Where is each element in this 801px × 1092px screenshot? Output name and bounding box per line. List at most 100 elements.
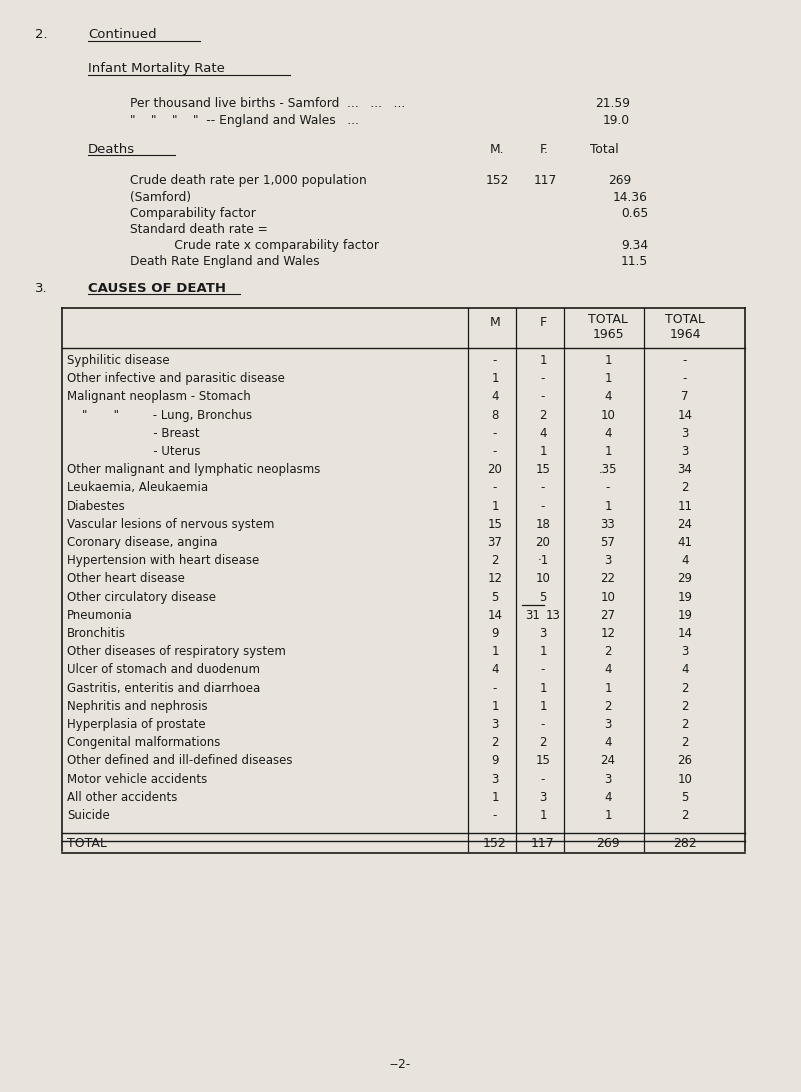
Text: -: - [493,681,497,695]
Text: 3.: 3. [35,282,47,295]
Text: 2: 2 [681,809,689,822]
Text: 5: 5 [682,791,689,804]
Text: 2: 2 [681,482,689,495]
Text: 37: 37 [488,536,502,549]
Text: 1: 1 [491,791,499,804]
Text: -: - [541,664,545,676]
Text: 18: 18 [536,518,550,531]
Text: 19.0: 19.0 [603,114,630,127]
Text: Ulcer of stomach and duodenum: Ulcer of stomach and duodenum [67,664,260,676]
Text: -: - [493,482,497,495]
Text: 20: 20 [488,463,502,476]
Text: 282: 282 [673,838,697,851]
Text: Other diseases of respiratory system: Other diseases of respiratory system [67,645,286,658]
Text: 1: 1 [604,354,612,367]
Text: Continued: Continued [88,28,157,41]
Text: "    "    "    "  -- England and Wales   ...: " " " " -- England and Wales ... [130,114,359,127]
Text: 33: 33 [601,518,615,531]
Text: 19: 19 [678,609,693,621]
Text: 13: 13 [546,609,561,621]
Text: 14: 14 [678,408,693,422]
Text: 29: 29 [678,572,693,585]
Text: 3: 3 [491,719,499,731]
Text: 20: 20 [536,536,550,549]
Text: 2.: 2. [35,28,47,41]
Text: 3: 3 [539,627,547,640]
Text: 2: 2 [539,408,547,422]
Text: 12: 12 [601,627,615,640]
Text: Motor vehicle accidents: Motor vehicle accidents [67,773,207,785]
Text: Other defined and ill-defined diseases: Other defined and ill-defined diseases [67,755,292,768]
Text: 1: 1 [491,700,499,713]
Text: -: - [541,372,545,385]
Text: Infant Mortality Rate: Infant Mortality Rate [88,62,225,75]
Text: -: - [493,446,497,458]
Text: TOTAL: TOTAL [67,838,107,851]
Text: 24: 24 [678,518,693,531]
Text: TOTAL: TOTAL [588,313,628,327]
Text: 57: 57 [601,536,615,549]
Text: 4: 4 [681,555,689,567]
Text: Syphilitic disease: Syphilitic disease [67,354,170,367]
Text: Death Rate England and Wales: Death Rate England and Wales [130,256,320,268]
Text: 24: 24 [601,755,615,768]
Text: Bronchitis: Bronchitis [67,627,126,640]
Text: 4: 4 [491,664,499,676]
Text: 14.36: 14.36 [613,191,648,204]
Text: 1: 1 [539,645,547,658]
Text: 3: 3 [682,446,689,458]
Text: 1: 1 [604,446,612,458]
Text: 19: 19 [678,591,693,604]
Text: 11: 11 [678,500,693,512]
Text: 3: 3 [491,773,499,785]
Text: 4: 4 [604,736,612,749]
Text: M: M [489,316,501,329]
Text: Other circulatory disease: Other circulatory disease [67,591,216,604]
Text: Congenital malformations: Congenital malformations [67,736,220,749]
Text: Coronary disease, angina: Coronary disease, angina [67,536,218,549]
Text: -: - [541,391,545,403]
Text: 10: 10 [601,591,615,604]
Text: 1: 1 [604,372,612,385]
Text: Hyperplasia of prostate: Hyperplasia of prostate [67,719,206,731]
Text: 41: 41 [678,536,693,549]
Text: CAUSES OF DEATH: CAUSES OF DEATH [88,282,226,295]
Text: M.: M. [490,143,505,156]
Text: -: - [541,482,545,495]
Text: F.: F. [540,143,549,156]
Text: 4: 4 [681,664,689,676]
Text: Crude death rate per 1,000 population: Crude death rate per 1,000 population [130,174,367,187]
Text: -: - [541,719,545,731]
Text: All other accidents: All other accidents [67,791,177,804]
Text: (Samford): (Samford) [130,191,191,204]
Text: TOTAL: TOTAL [665,313,705,327]
Text: Total: Total [590,143,618,156]
Text: Diabestes: Diabestes [67,500,126,512]
Text: Malignant neoplasm - Stomach: Malignant neoplasm - Stomach [67,391,251,403]
Text: --2-: --2- [389,1058,411,1071]
Text: 3: 3 [682,645,689,658]
Text: 1965: 1965 [592,328,624,341]
Text: 21.59: 21.59 [595,97,630,110]
Text: Standard death rate =: Standard death rate = [130,223,268,236]
Text: 269: 269 [609,174,632,187]
Text: 4: 4 [491,391,499,403]
Text: 1: 1 [491,645,499,658]
Text: 1: 1 [604,809,612,822]
Text: 269: 269 [596,838,620,851]
Text: 2: 2 [604,645,612,658]
Text: ·1: ·1 [537,555,549,567]
Text: -: - [493,427,497,440]
Text: 1: 1 [604,500,612,512]
Text: 4: 4 [604,427,612,440]
Text: 1964: 1964 [670,328,701,341]
Text: 152: 152 [483,838,507,851]
Text: 34: 34 [678,463,692,476]
Text: 0.65: 0.65 [621,207,648,219]
Text: 1: 1 [491,372,499,385]
Text: Crude rate x comparability factor: Crude rate x comparability factor [155,239,379,252]
Text: -: - [541,500,545,512]
Text: 1: 1 [539,446,547,458]
Text: 15: 15 [536,463,550,476]
Text: -: - [682,372,687,385]
